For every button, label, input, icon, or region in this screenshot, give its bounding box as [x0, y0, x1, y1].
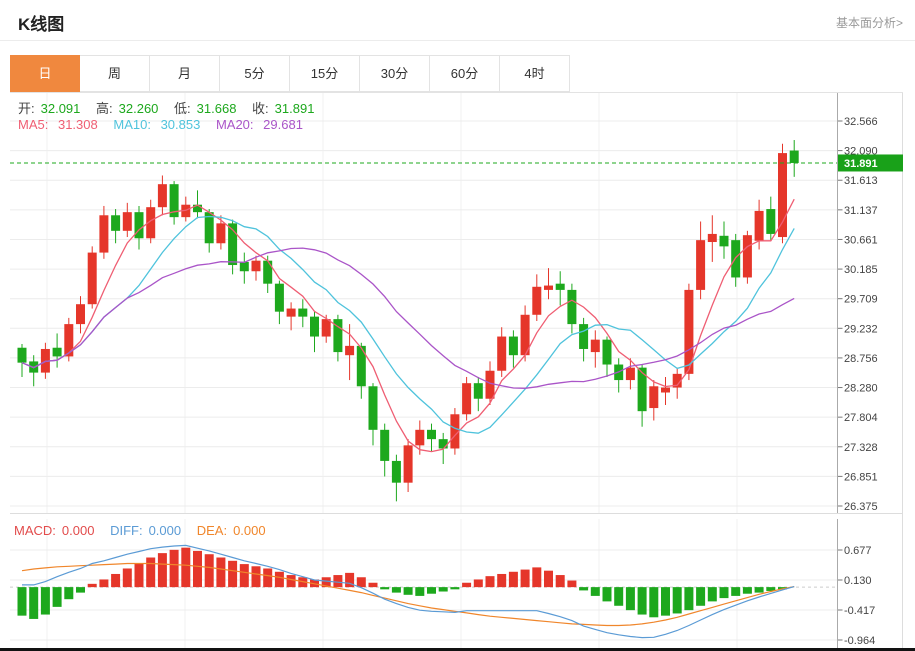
tab-month[interactable]: 月: [150, 55, 220, 92]
interval-tabbar: 日 周 月 5分 15分 30分 60分 4时: [10, 55, 903, 93]
main-chart-canvas[interactable]: 32.56632.09031.61331.13730.66130.18529.7…: [10, 93, 903, 514]
ma5-line: [21, 198, 795, 453]
svg-text:0.677: 0.677: [844, 545, 872, 557]
tab-15min[interactable]: 15分: [290, 55, 360, 92]
diff-line: [22, 544, 795, 639]
tab-day[interactable]: 日: [10, 55, 80, 92]
svg-text:30.185: 30.185: [844, 264, 878, 276]
macd-canvas[interactable]: 0.677 0.130 -0.417 -0.964: [10, 519, 903, 648]
svg-text:31.137: 31.137: [844, 205, 878, 217]
tab-30min[interactable]: 30分: [360, 55, 430, 92]
svg-text:0.130: 0.130: [844, 575, 872, 587]
svg-text:31.613: 31.613: [844, 175, 878, 187]
current-price-badge: [838, 154, 903, 172]
chart-area: 32.566 32.090 31.613 31.137 30.661 30.185 29.7…: [10, 93, 903, 648]
tab-5min[interactable]: 5分: [220, 55, 290, 92]
bottom-edge-bar: [0, 648, 915, 651]
page-header: K线图 基本面分析>: [0, 0, 915, 41]
ma20-line: [21, 247, 795, 389]
tab-week[interactable]: 周: [80, 55, 150, 92]
svg-text:28.756: 28.756: [844, 353, 878, 365]
svg-text:26.375: 26.375: [844, 501, 878, 513]
svg-text:28.280: 28.280: [844, 383, 878, 395]
ma10-line: [21, 215, 795, 434]
page-title: K线图: [18, 15, 65, 34]
svg-text:27.804: 27.804: [844, 412, 878, 424]
tab-4hour[interactable]: 4时: [500, 55, 570, 92]
svg-text:29.709: 29.709: [844, 294, 878, 306]
svg-text:-0.964: -0.964: [844, 635, 875, 647]
svg-text:32.566: 32.566: [844, 116, 878, 128]
fundamental-analysis-link[interactable]: 基本面分析>: [835, 16, 903, 30]
svg-text:-0.417: -0.417: [844, 605, 875, 617]
dea-line: [21, 562, 795, 627]
svg-text:30.661: 30.661: [844, 234, 878, 246]
tab-60min[interactable]: 60分: [430, 55, 500, 92]
svg-text:31.891: 31.891: [844, 158, 878, 170]
svg-text:29.232: 29.232: [844, 323, 878, 335]
macd-hist-group: [17, 547, 787, 619]
svg-text:27.328: 27.328: [844, 442, 878, 454]
svg-text:26.851: 26.851: [844, 471, 878, 483]
